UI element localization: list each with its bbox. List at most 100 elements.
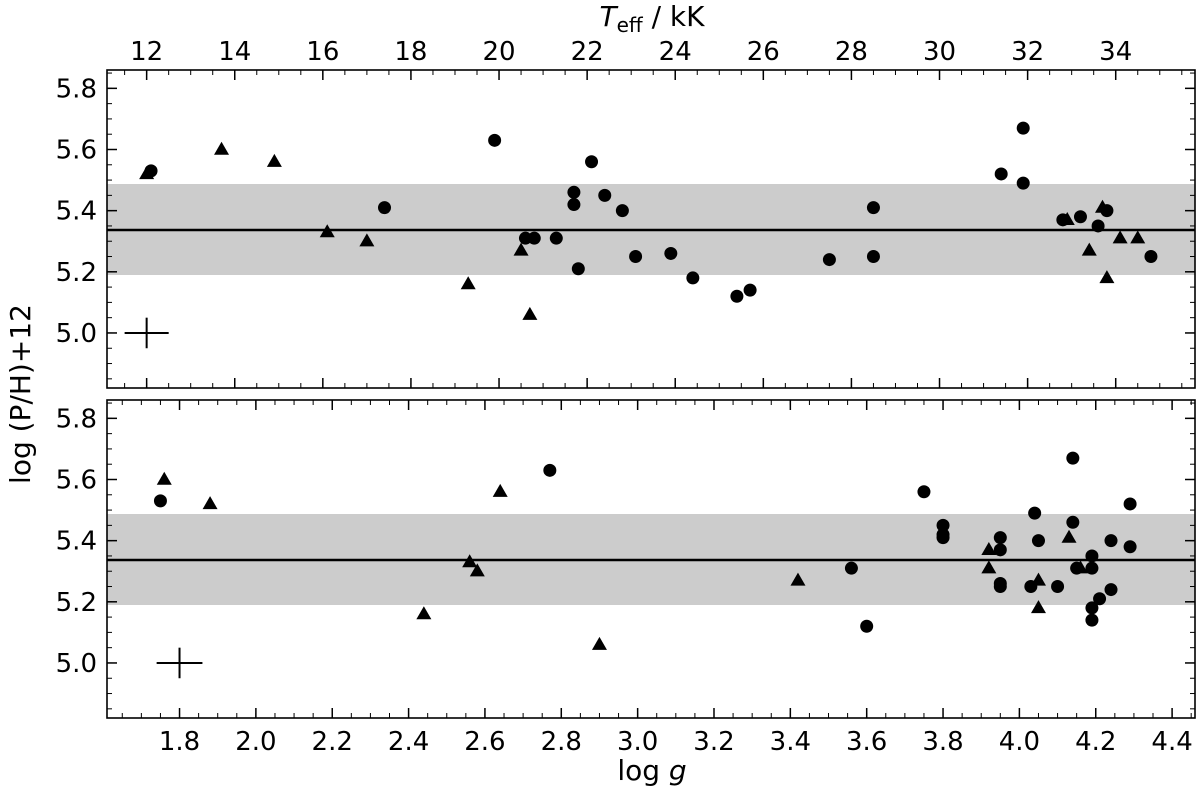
x-tick-label: 3.0 <box>617 727 658 757</box>
triangle-point <box>591 636 607 650</box>
x-tick-label: 3.8 <box>922 727 963 757</box>
y-tick-label: 5.4 <box>56 197 97 227</box>
triangle-point <box>266 153 282 167</box>
triangle-point <box>522 306 538 320</box>
circle-point <box>1104 583 1118 597</box>
circle-point <box>743 283 757 297</box>
circle-point <box>567 185 581 199</box>
circle-point <box>1123 497 1137 511</box>
bottom-frame <box>106 399 1196 719</box>
circle-point <box>615 204 629 218</box>
triangle-point <box>1081 242 1097 256</box>
circle-point <box>1085 561 1099 575</box>
x-tick-label: 3.6 <box>846 727 887 757</box>
bottom-ticks <box>107 400 1195 718</box>
circle-point <box>866 250 880 264</box>
circle-point <box>1091 219 1105 233</box>
top-x-axis-label: Teff / kK <box>599 0 705 37</box>
triangle-point <box>492 483 508 497</box>
top-error-cross <box>124 317 169 349</box>
triangle-point <box>790 572 806 586</box>
triangle-point <box>1030 572 1046 586</box>
circle-point <box>664 246 678 260</box>
x-tick-label: 34 <box>1099 37 1132 67</box>
triangle-point <box>513 242 529 256</box>
top-x-tick-labels: 12 14 16 18 20 22 24 26 28 30 32 34 <box>130 37 1132 67</box>
circle-point <box>686 271 700 285</box>
circle-point <box>1093 592 1107 606</box>
circle-point <box>822 253 836 267</box>
x-tick-label: 2.0 <box>235 727 276 757</box>
y-tick-label: 5.8 <box>56 74 97 104</box>
circle-point <box>860 619 874 633</box>
x-tick-label: 2.4 <box>388 727 429 757</box>
x-tick-label: 16 <box>306 37 339 67</box>
circle-point <box>1066 451 1080 465</box>
triangle-point <box>1130 230 1146 244</box>
top-y-tick-labels: 5.0 5.2 5.4 5.6 5.8 <box>56 74 97 349</box>
circle-point <box>1085 613 1099 627</box>
circle-point <box>1144 250 1158 264</box>
bottom-y-tick-labels: 5.0 5.2 5.4 5.6 5.8 <box>56 404 97 679</box>
x-tick-label: 14 <box>218 37 251 67</box>
triangle-point <box>202 496 218 510</box>
triangle-point <box>139 166 155 180</box>
circle-point <box>1104 534 1118 548</box>
circle-point <box>1031 534 1045 548</box>
circle-point <box>866 201 880 215</box>
x-tick-label: 4.4 <box>1151 727 1192 757</box>
circle-point <box>844 561 858 575</box>
y-tick-label: 5.6 <box>56 466 97 496</box>
x-tick-label: 1.8 <box>159 727 200 757</box>
triangle-point <box>359 233 375 247</box>
circle-point <box>936 518 950 532</box>
circle-point <box>629 250 643 264</box>
triangle-point <box>469 563 485 577</box>
y-tick-label: 5.0 <box>56 319 97 349</box>
circle-point <box>378 201 392 215</box>
circle-point <box>488 133 502 147</box>
triangle-point <box>981 542 997 556</box>
circle-point <box>527 231 541 245</box>
x-tick-label: 2.6 <box>464 727 505 757</box>
top-frame <box>106 69 1196 389</box>
circle-point <box>567 198 581 212</box>
x-tick-label: 20 <box>482 37 515 67</box>
triangle-point <box>156 471 172 485</box>
bottom-data-points <box>153 451 1137 650</box>
bottom-error-cross <box>156 647 203 679</box>
circle-point <box>1016 121 1030 135</box>
circle-point <box>936 531 950 545</box>
circle-point <box>598 188 612 202</box>
y-tick-label: 5.6 <box>56 136 97 166</box>
circle-point <box>993 531 1007 545</box>
y-tick-label: 5.2 <box>56 258 97 288</box>
x-tick-label: 4.2 <box>1075 727 1116 757</box>
circle-point <box>1066 515 1080 529</box>
triangle-point <box>1099 270 1115 284</box>
x-tick-label: 2.2 <box>312 727 353 757</box>
x-tick-label: 2.8 <box>541 727 582 757</box>
circle-point <box>1085 549 1099 563</box>
triangle-point <box>1061 529 1077 543</box>
x-tick-label: 30 <box>923 37 956 67</box>
x-tick-label: 26 <box>747 37 780 67</box>
x-tick-label: 4.0 <box>999 727 1040 757</box>
triangle-point <box>1059 212 1075 226</box>
top-panel: 12 14 16 18 20 22 24 26 28 30 32 34 5.0 5.2 5.4 5.6 5.8… <box>56 0 1196 389</box>
circle-point <box>730 289 744 303</box>
top-data-points <box>139 121 1158 320</box>
x-tick-label: 28 <box>835 37 868 67</box>
triangle-point <box>1030 600 1046 614</box>
circle-point <box>917 485 931 499</box>
y-tick-label: 5.2 <box>56 588 97 618</box>
circle-point <box>1073 210 1087 224</box>
circle-point <box>153 494 167 508</box>
top-ticks <box>107 70 1195 388</box>
circle-point <box>585 155 599 169</box>
triangle-point <box>214 141 230 155</box>
circle-point <box>1028 506 1042 520</box>
x-tick-label: 3.2 <box>693 727 734 757</box>
bottom-panel: 1.8 2.0 2.2 2.4 2.6 2.8 3.0 3.2 3.4 3.6 3.8 4.0 4.2 4… <box>56 399 1196 787</box>
